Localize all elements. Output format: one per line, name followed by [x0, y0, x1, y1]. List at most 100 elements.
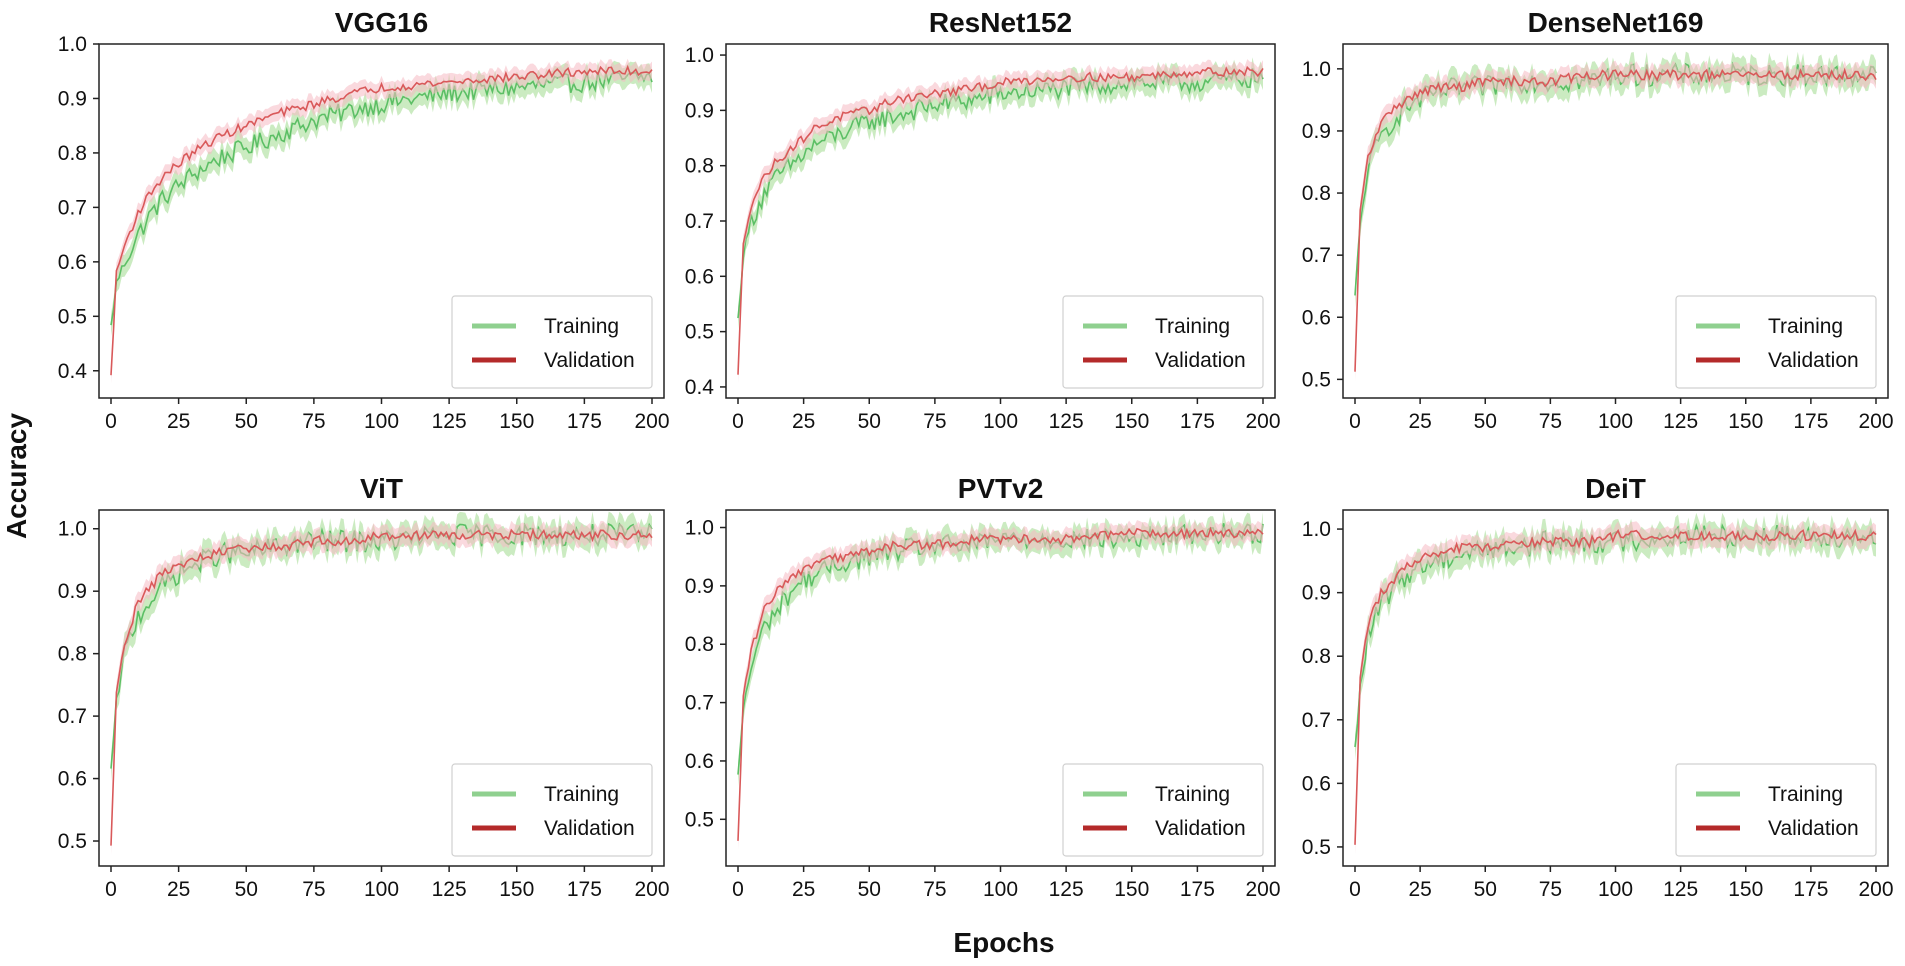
- legend-validation-label: Validation: [1768, 817, 1859, 840]
- y-tick-label: 0.8: [685, 633, 714, 656]
- x-tick-label: 50: [235, 410, 258, 433]
- chart-panel-1: ResNet152 0.4 0.5 0.6 0.7 0.8 0.9 1.0 0 25 50 75 100…: [685, 7, 1281, 433]
- x-tick-label: 0: [1349, 410, 1361, 433]
- x-tick-label: 125: [432, 878, 467, 901]
- y-tick-label: 0.8: [685, 155, 714, 178]
- y-tick-label: 0.8: [58, 643, 87, 666]
- chart-panels: VGG16 0.4 0.5 0.6 0.7 0.8 0.9 1.0 0 25 50 75 100 125 1…: [58, 7, 1894, 901]
- validation-series-line: [1354, 528, 1877, 845]
- validation-series-line: [110, 527, 653, 846]
- y-tick-label: 0.9: [685, 575, 714, 598]
- panel-title: PVTv2: [958, 473, 1044, 504]
- legend-validation-label: Validation: [544, 349, 635, 372]
- x-tick-label: 125: [432, 410, 467, 433]
- x-tick-label: 200: [634, 878, 669, 901]
- x-tick-label: 150: [1114, 410, 1149, 433]
- training-std-band: [111, 60, 652, 336]
- legend-box: [451, 295, 653, 389]
- y-tick-label: 1.0: [685, 517, 714, 540]
- training-series-line: [110, 70, 653, 326]
- x-tick-label: 175: [1793, 878, 1828, 901]
- x-tick-label: 200: [1858, 410, 1893, 433]
- x-tick-label: 125: [1663, 410, 1698, 433]
- y-tick-label: 0.5: [58, 830, 87, 853]
- x-tick-label: 200: [1858, 878, 1893, 901]
- chart-panel-2: DenseNet169 0.5 0.6 0.7 0.8 0.9 1.0 0 25 50 75 100 1…: [1302, 7, 1894, 433]
- legend-training-label: Training: [1155, 315, 1230, 338]
- x-tick-label: 100: [1598, 878, 1633, 901]
- x-tick-label: 200: [1245, 410, 1280, 433]
- x-tick-label: 25: [792, 410, 815, 433]
- y-tick-label: 0.7: [685, 210, 714, 233]
- legend-box: [1675, 295, 1877, 389]
- validation-series-line: [737, 526, 1264, 841]
- x-tick-label: 75: [923, 878, 946, 901]
- training-std-band: [738, 57, 1263, 330]
- legend-box: [451, 763, 653, 857]
- x-tick-label: 175: [1180, 878, 1215, 901]
- y-tick-label: 0.8: [58, 142, 87, 165]
- x-tick-label: 50: [858, 878, 881, 901]
- x-tick-label: 0: [1349, 878, 1361, 901]
- x-tick-label: 50: [1474, 410, 1497, 433]
- y-tick-label: 0.8: [1302, 645, 1331, 668]
- y-tick-label: 0.7: [1302, 244, 1331, 267]
- legend-box: [1062, 295, 1264, 389]
- legend-training-label: Training: [1768, 315, 1843, 338]
- y-tick-label: 0.5: [58, 305, 87, 328]
- legend-training-label: Training: [544, 315, 619, 338]
- y-tick-label: 0.9: [58, 580, 87, 603]
- x-axis-title: Epochs: [953, 927, 1054, 958]
- x-tick-label: 25: [1408, 878, 1431, 901]
- validation-series-line: [110, 64, 653, 376]
- panel-title: DenseNet169: [1528, 7, 1704, 38]
- y-tick-label: 0.4: [58, 360, 88, 383]
- chart-panel-4: PVTv2 0.5 0.6 0.7 0.8 0.9 1.0 0 25 50 75 100 125 150 1…: [685, 473, 1281, 901]
- x-tick-label: 50: [235, 878, 258, 901]
- legend-training-label: Training: [544, 783, 619, 806]
- x-tick-label: 150: [1728, 410, 1763, 433]
- x-tick-label: 50: [1474, 878, 1497, 901]
- x-tick-label: 150: [499, 878, 534, 901]
- validation-series-line: [737, 65, 1264, 375]
- x-tick-label: 200: [1245, 878, 1280, 901]
- x-tick-label: 0: [732, 878, 744, 901]
- y-tick-label: 0.4: [685, 376, 715, 399]
- y-tick-label: 0.8: [1302, 182, 1331, 205]
- y-tick-label: 0.9: [1302, 582, 1331, 605]
- legend-validation-label: Validation: [1768, 349, 1859, 372]
- panel-title: VGG16: [335, 7, 428, 38]
- y-axis-title: Accuracy: [1, 413, 32, 540]
- x-tick-label: 150: [1114, 878, 1149, 901]
- legend-validation-label: Validation: [1155, 817, 1246, 840]
- x-tick-label: 75: [302, 410, 325, 433]
- y-tick-label: 0.6: [685, 265, 714, 288]
- x-tick-label: 50: [858, 410, 881, 433]
- x-tick-label: 25: [167, 878, 190, 901]
- x-tick-label: 100: [1598, 410, 1633, 433]
- y-tick-label: 1.0: [58, 33, 87, 56]
- x-tick-label: 150: [1728, 878, 1763, 901]
- x-tick-label: 100: [983, 878, 1018, 901]
- x-tick-label: 100: [983, 410, 1018, 433]
- legend-training-label: Training: [1768, 783, 1843, 806]
- x-tick-label: 0: [105, 878, 117, 901]
- y-tick-label: 0.9: [685, 99, 714, 122]
- x-tick-label: 125: [1049, 878, 1084, 901]
- y-tick-label: 0.6: [685, 750, 714, 773]
- y-tick-label: 1.0: [1302, 58, 1331, 81]
- y-tick-label: 0.7: [58, 705, 87, 728]
- y-tick-label: 0.5: [685, 808, 714, 831]
- x-tick-label: 0: [732, 410, 744, 433]
- legend-box: [1062, 763, 1264, 857]
- y-tick-label: 0.5: [1302, 836, 1331, 859]
- y-tick-label: 0.9: [58, 87, 87, 110]
- x-tick-label: 75: [923, 410, 946, 433]
- y-tick-label: 0.9: [1302, 120, 1331, 143]
- panel-title: DeiT: [1585, 473, 1646, 504]
- legend-validation-label: Validation: [544, 817, 635, 840]
- y-tick-label: 1.0: [58, 518, 87, 541]
- y-tick-label: 0.5: [685, 321, 714, 344]
- x-tick-label: 75: [1539, 410, 1562, 433]
- x-tick-label: 175: [1180, 410, 1215, 433]
